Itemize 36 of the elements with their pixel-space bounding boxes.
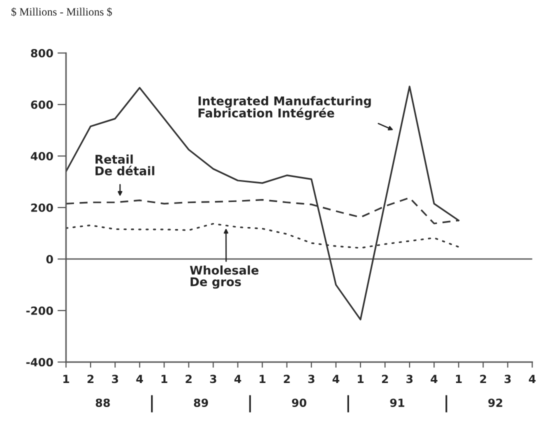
y-tick-label: 0	[46, 255, 53, 264]
text: Integrated Manufacturing Fabrication Intégrée	[198, 96, 371, 120]
x-tick-label: 3	[210, 374, 216, 384]
x-tick-label: 4	[136, 374, 143, 383]
x-tick-label: 4	[234, 374, 242, 383]
x-tick-label: 4	[528, 374, 536, 383]
text: 89	[194, 398, 208, 407]
x-tick-label: 2	[284, 374, 290, 383]
y-tick-label: -200	[26, 306, 53, 315]
x-tick-label: 3	[308, 374, 314, 384]
y-axis-title: $ Millions - Millions $	[11, 7, 112, 16]
y-tick-label: -400	[26, 358, 53, 366]
x-tick-label: 3	[406, 374, 413, 384]
text: 91	[390, 398, 404, 407]
y-tick-label: 200	[31, 204, 53, 212]
text: 88	[96, 398, 110, 407]
x-tick-label: 2	[186, 374, 192, 383]
x-tick-label: 2	[88, 374, 94, 383]
text: Wholesale De gros	[190, 265, 258, 289]
text: 92	[488, 398, 502, 407]
text: Retail De détail	[96, 154, 154, 176]
y-tick-label: 800	[31, 48, 53, 58]
x-tick-label: 1	[358, 374, 364, 383]
y-tick-label: 400	[30, 152, 53, 160]
x-tick-label: 3	[112, 374, 118, 384]
text: 90	[292, 398, 306, 407]
x-tick-label: 2	[480, 374, 486, 383]
y-tick-label: 600	[31, 100, 53, 109]
x-tick-label: 3	[504, 374, 511, 384]
x-tick-label: 2	[382, 374, 388, 383]
x-tick-label: 1	[63, 374, 70, 383]
x-tick-label: 1	[456, 374, 462, 383]
x-tick-label: 1	[260, 374, 266, 383]
x-tick-label: 4	[430, 374, 438, 383]
x-tick-label: 1	[162, 374, 168, 383]
x-tick-label: 4	[332, 374, 340, 383]
